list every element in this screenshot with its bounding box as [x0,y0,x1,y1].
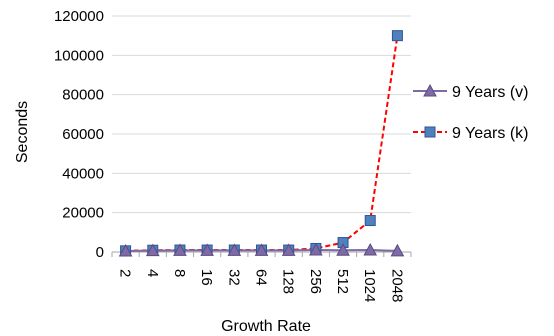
grid [112,15,411,253]
x-tick-label: 2 [117,269,134,277]
data-point-v [173,243,187,256]
data-point-v [390,243,405,257]
x-tick-label: 512 [334,269,351,294]
legend-square-marker [424,126,436,138]
series-line-1 [125,35,399,252]
data-point-v [254,243,269,256]
legend-label-k: 9 Years (k) [452,125,528,142]
x-tick-label: 1024 [361,269,378,302]
legend-label-v: 9 Years (v) [452,84,528,101]
data-point-v [281,243,296,256]
x-tick-label: 64 [253,269,270,286]
x-tick-label: 256 [307,269,324,294]
x-tick-label: 16 [198,269,215,286]
data-point-v [309,242,323,256]
y-tick-label: 0 [96,244,104,261]
data-point-v [336,243,350,256]
data-point-k [364,215,376,227]
data-point-k [391,30,403,42]
y-tick-label: 80000 [62,87,104,104]
legend-item-v: 9 Years (v) [413,83,528,101]
data-point-v [200,243,214,256]
x-tick-label: 2048 [388,269,405,302]
data-point-v [145,243,160,257]
y-tick-label: 60000 [62,126,104,143]
x-tick-label: 4 [144,269,161,277]
data-point-v [363,242,378,256]
legend-item-k: 9 Years (k) [413,125,528,142]
x-axis-title: Growth Rate [221,318,311,335]
y-tick-label: 120000 [54,8,104,25]
y-axis-title: Seconds [14,101,31,163]
series [118,30,405,257]
y-tick-label: 20000 [62,205,104,222]
x-tick-label: 128 [280,269,297,294]
x-tick-label: 32 [225,269,242,286]
legend-triangle-marker [423,83,437,97]
data-point-v [227,243,242,256]
legend: 9 Years (v) 9 Years (k) [413,83,528,142]
y-tick-labels: 0 20000 40000 60000 80000 100000 120000 [54,8,104,261]
x-tick-labels: 2 4 8 16 32 64 128 256 512 1024 2048 [111,252,412,302]
data-point-v [118,243,133,257]
y-tick-label: 40000 [62,165,104,182]
y-tick-label: 100000 [54,47,104,64]
x-tick-label: 8 [171,269,188,277]
